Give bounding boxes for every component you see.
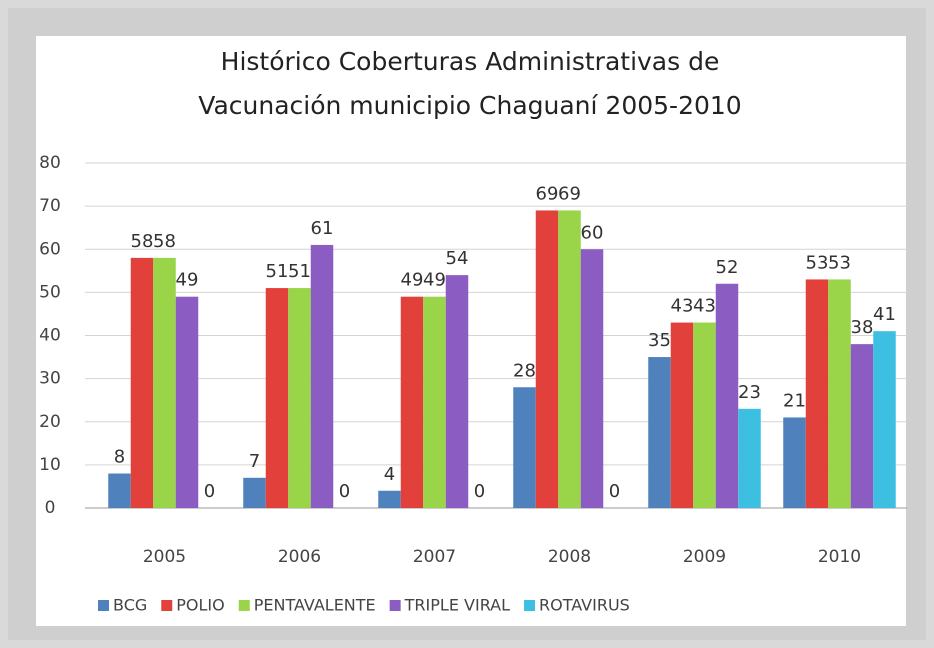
x-tick-label: 2009 — [683, 547, 726, 567]
legend-swatch — [238, 600, 250, 611]
bar — [670, 322, 694, 508]
data-label: 49 — [423, 270, 446, 291]
y-tick-label: 50 — [39, 282, 61, 302]
bar — [648, 357, 671, 508]
data-label: 52 — [716, 257, 739, 278]
bar — [513, 387, 536, 508]
bar — [378, 490, 401, 508]
legend-label: ROTAVIRUS — [539, 596, 630, 615]
bar — [693, 322, 716, 508]
bar — [873, 331, 896, 508]
data-label: 0 — [204, 481, 215, 502]
y-tick-label: 0 — [45, 498, 56, 518]
legend-label: POLIO — [176, 596, 224, 615]
bar — [265, 288, 289, 508]
data-label: 53 — [806, 252, 829, 273]
bar — [828, 279, 851, 508]
bar — [130, 257, 154, 508]
data-label: 7 — [249, 451, 260, 472]
bar — [783, 417, 806, 508]
data-label: 53 — [828, 252, 851, 273]
legend-label: TRIPLE VIRAL — [404, 596, 510, 615]
bar — [243, 477, 266, 508]
x-tick-label: 2007 — [413, 547, 456, 567]
y-tick-label: 20 — [39, 412, 61, 432]
bar — [310, 244, 334, 508]
bar — [400, 296, 424, 508]
bar — [108, 473, 131, 508]
y-tick-label: 30 — [39, 369, 61, 389]
legend-swatch — [161, 600, 173, 611]
bar — [558, 210, 581, 508]
bar — [153, 257, 176, 508]
legend-swatch — [524, 600, 536, 611]
data-label: 49 — [401, 270, 424, 291]
data-label: 51 — [288, 261, 311, 282]
data-label: 43 — [671, 296, 694, 317]
bar — [580, 249, 604, 508]
legend-swatch — [389, 600, 401, 611]
chart-title: Histórico Coberturas Administrativas de — [221, 47, 720, 76]
bar — [738, 408, 761, 508]
data-label: 38 — [851, 317, 874, 338]
data-label: 4 — [384, 464, 395, 485]
data-label: 41 — [873, 304, 896, 325]
legend-swatch — [98, 600, 109, 611]
data-label: 54 — [446, 248, 469, 269]
legend-label: BCG — [113, 596, 147, 615]
data-label: 51 — [266, 261, 289, 282]
data-label: 23 — [738, 382, 761, 403]
data-label: 8 — [114, 447, 125, 468]
data-label: 60 — [581, 222, 604, 243]
data-label: 58 — [131, 231, 154, 252]
data-label: 49 — [176, 270, 199, 291]
data-label: 35 — [648, 330, 671, 351]
x-tick-label: 2005 — [143, 547, 186, 567]
x-tick-label: 2006 — [278, 547, 321, 567]
y-tick-label: 10 — [39, 455, 61, 475]
data-label: 43 — [693, 296, 716, 317]
y-tick-label: 70 — [39, 196, 61, 216]
bar — [445, 275, 469, 508]
data-label: 61 — [311, 218, 334, 239]
data-label: 21 — [783, 390, 806, 411]
data-label: 28 — [513, 360, 536, 381]
data-label: 58 — [153, 231, 176, 252]
data-label: 0 — [474, 481, 485, 502]
legend-label: PENTAVALENTE — [254, 596, 376, 615]
bar — [288, 288, 311, 508]
data-label: 0 — [609, 481, 620, 502]
bar — [535, 210, 559, 508]
bar — [805, 279, 829, 508]
chart-title: Vacunación municipio Chaguaní 2005-2010 — [198, 91, 741, 120]
bar — [715, 283, 739, 508]
y-tick-label: 80 — [39, 153, 61, 173]
data-label: 0 — [339, 481, 350, 502]
bar — [850, 344, 874, 508]
bar — [175, 296, 199, 508]
data-label: 69 — [558, 183, 581, 204]
x-tick-label: 2008 — [548, 547, 591, 567]
y-tick-label: 60 — [39, 239, 61, 259]
data-label: 69 — [536, 183, 559, 204]
bar — [423, 296, 446, 508]
y-tick-label: 40 — [39, 326, 61, 346]
x-tick-label: 2010 — [818, 547, 861, 567]
